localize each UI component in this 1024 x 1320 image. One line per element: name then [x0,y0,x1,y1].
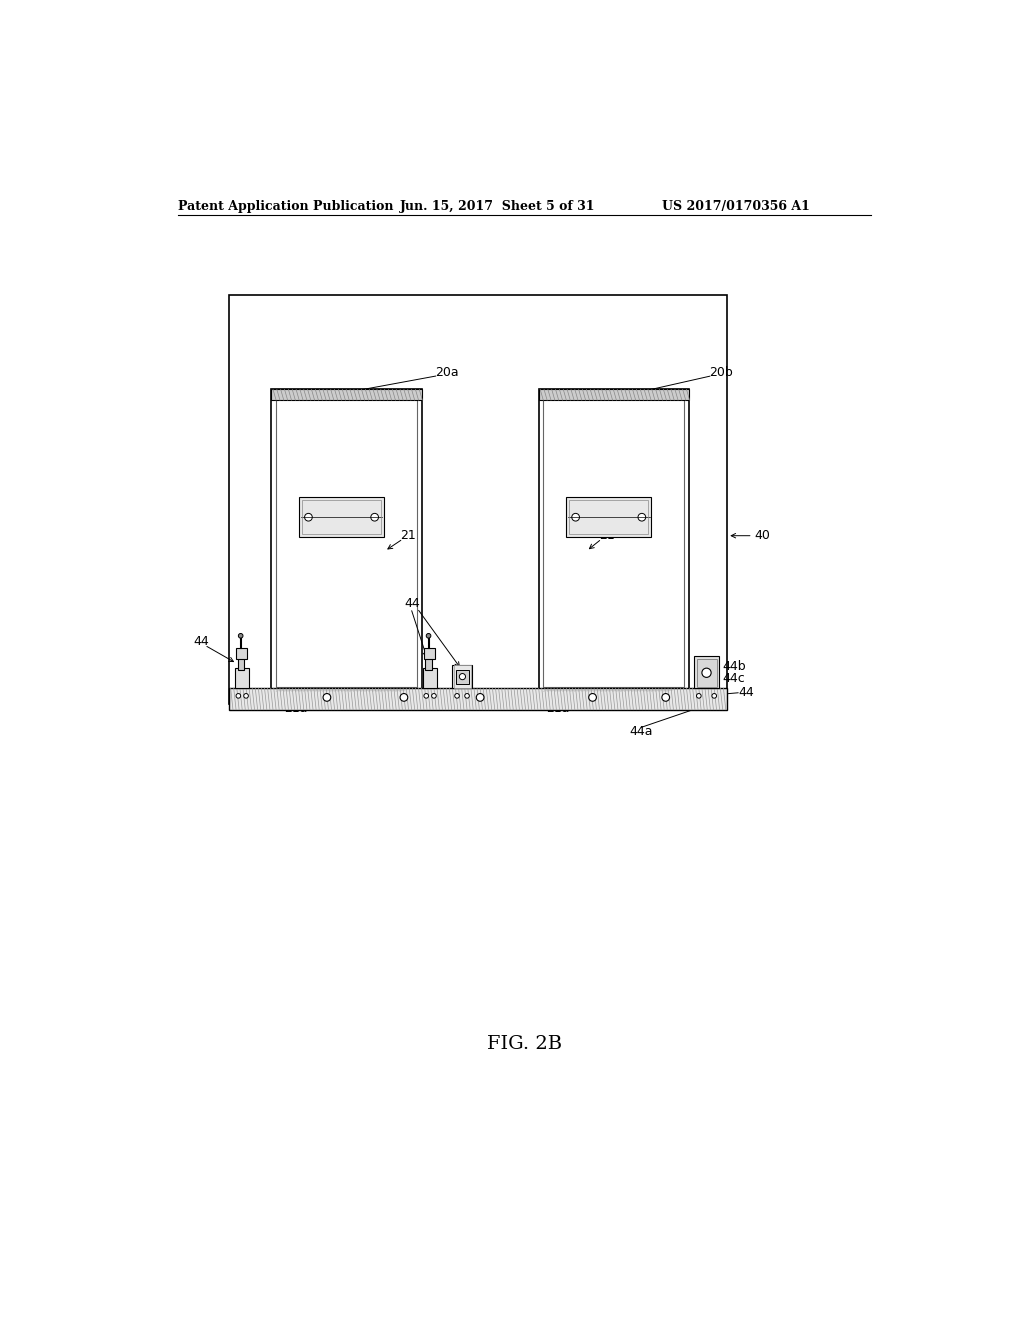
Bar [539,389,689,692]
Bar [271,389,422,400]
Bar [236,668,249,688]
Circle shape [400,693,408,701]
Circle shape [455,693,460,698]
Polygon shape [539,689,689,692]
Circle shape [460,673,466,680]
Bar [694,656,719,688]
Text: Patent Application Publication: Patent Application Publication [178,199,394,213]
Text: 44c: 44c [722,672,744,685]
Bar [271,389,422,692]
Circle shape [304,513,312,521]
Text: 20b: 20b [710,366,733,379]
Text: 20a: 20a [435,366,459,379]
Bar [276,393,417,688]
Circle shape [465,693,469,698]
Text: FIG. 2B: FIG. 2B [487,1035,562,1053]
Circle shape [323,693,331,701]
Polygon shape [271,689,422,692]
Text: 44: 44 [194,635,210,648]
Bar [237,648,247,659]
Circle shape [571,513,580,521]
Text: 21: 21 [599,529,614,543]
Circle shape [696,693,701,698]
Circle shape [476,693,484,701]
Bar [457,669,469,684]
Bar [299,498,384,537]
Circle shape [589,693,596,701]
Circle shape [426,634,431,638]
Bar [425,657,432,669]
Circle shape [662,693,670,701]
Circle shape [701,668,711,677]
Bar [238,657,244,669]
Circle shape [712,693,717,698]
Text: 21a: 21a [547,702,570,715]
Bar [454,665,471,688]
Bar [424,648,435,659]
Bar [539,389,689,400]
Bar [569,500,648,535]
Bar [229,688,727,710]
Circle shape [371,513,379,521]
Text: 21a: 21a [285,702,308,715]
Bar [453,665,472,688]
Bar [423,668,437,688]
Bar [229,296,727,704]
Text: 44: 44 [404,597,421,610]
Text: 40: 40 [755,529,770,543]
Bar [302,500,381,535]
Text: 21: 21 [400,529,416,543]
Circle shape [244,693,249,698]
Circle shape [424,693,429,698]
Text: Jun. 15, 2017  Sheet 5 of 31: Jun. 15, 2017 Sheet 5 of 31 [400,199,596,213]
Bar [696,659,717,686]
Circle shape [432,693,436,698]
Text: 44b: 44b [722,660,745,673]
Text: 44a: 44a [630,725,653,738]
Bar [544,393,684,688]
Circle shape [237,693,241,698]
Text: 44: 44 [739,686,755,700]
Text: US 2017/0170356 A1: US 2017/0170356 A1 [662,199,810,213]
Circle shape [638,513,646,521]
Circle shape [239,634,243,638]
Bar [566,498,651,537]
